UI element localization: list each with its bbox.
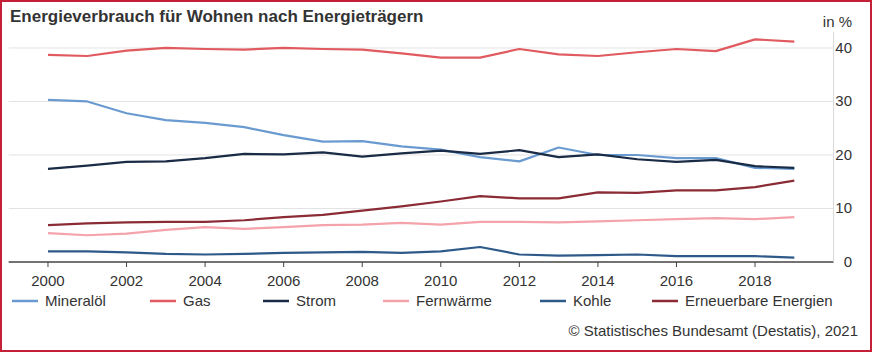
x-tick-label: 2002 (110, 272, 143, 289)
x-tick (47, 262, 48, 267)
x-tick (597, 262, 598, 267)
x-tick-label: 2010 (424, 272, 457, 289)
legend-label: Fernwärme (416, 292, 492, 309)
x-tick (126, 262, 127, 267)
legend-swatch (383, 300, 409, 303)
legend-label: Erneuerbare Energien (685, 292, 833, 309)
x-tick (755, 262, 756, 267)
x-tick-label: 2018 (738, 272, 771, 289)
legend-label: Gas (183, 292, 211, 309)
y-tick-label: 20 (835, 146, 852, 163)
title: Energieverbrauch für Wohnen nach Energie… (10, 7, 423, 26)
y-tick-label: 30 (835, 92, 852, 109)
frame (1, 1, 871, 351)
legend-swatch (652, 300, 678, 303)
x-tick (205, 262, 206, 267)
legend-swatch (263, 300, 289, 303)
grid-line (9, 208, 834, 209)
x-tick-label: 2012 (503, 272, 536, 289)
y-label: in % (823, 13, 852, 30)
line (48, 247, 794, 258)
grid-line (9, 101, 834, 102)
line (48, 150, 794, 169)
x-tick (676, 262, 677, 267)
plot-area (48, 39, 794, 257)
legend-label: Strom (296, 292, 336, 309)
x-tick (519, 262, 520, 267)
x-tick-label: 2000 (31, 272, 64, 289)
y-tick-label: 0 (844, 253, 852, 270)
y-tick-label: 40 (835, 39, 852, 56)
x-tick-label: 2006 (267, 272, 300, 289)
x-tick-label: 2016 (660, 272, 693, 289)
x-tick-label: 2008 (346, 272, 379, 289)
grid-line (9, 262, 834, 263)
legend-swatch (540, 300, 566, 303)
legend-swatch (12, 300, 38, 303)
line (48, 217, 794, 235)
legend-swatch (150, 300, 176, 303)
x-tick-label: 2004 (188, 272, 221, 289)
legend-label: Kohle (573, 292, 611, 309)
x-tick-label: 2014 (581, 272, 614, 289)
source: © Statistisches Bundesamt (Destatis), 20… (568, 322, 858, 339)
x-axis (9, 262, 834, 263)
legend-label: Mineralöl (45, 292, 106, 309)
x-tick (440, 262, 441, 267)
line (48, 39, 794, 57)
x-tick (362, 262, 363, 267)
grid-line (9, 47, 834, 48)
line (48, 100, 794, 169)
y-axis (833, 32, 834, 262)
x-tick (283, 262, 284, 267)
grid-line (9, 154, 834, 155)
line (48, 181, 794, 225)
chart: Energieverbrauch für Wohnen nach Energie… (0, 0, 872, 352)
y-tick-label: 10 (835, 199, 852, 216)
